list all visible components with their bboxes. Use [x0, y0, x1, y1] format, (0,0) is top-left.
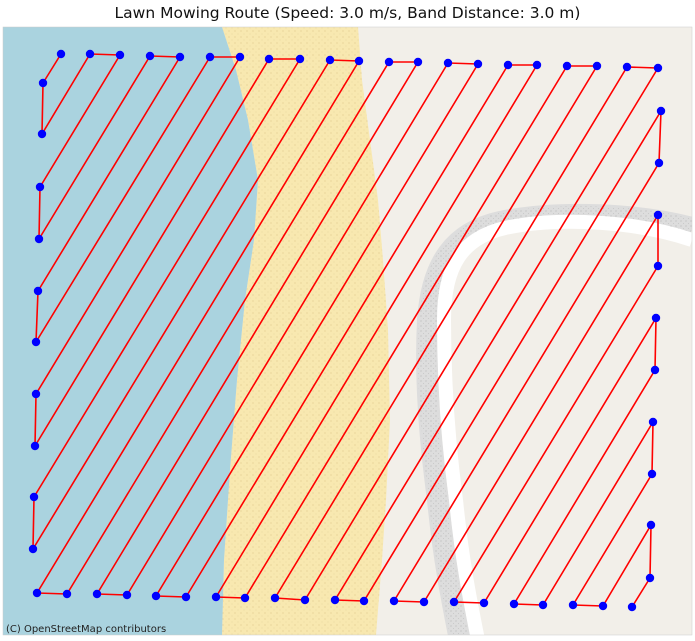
- waypoint-marker: [62, 589, 72, 599]
- waypoint-marker: [359, 596, 369, 606]
- water-area: [3, 27, 258, 635]
- waypoint-marker: [562, 61, 572, 71]
- chart-title: Lawn Mowing Route (Speed: 3.0 m/s, Band …: [114, 4, 581, 22]
- mowing-route: [32, 53, 662, 608]
- waypoint-marker: [300, 595, 310, 605]
- waypoint-marker: [592, 61, 602, 71]
- waypoint-marker: [473, 59, 483, 69]
- waypoint-marker: [648, 417, 658, 427]
- waypoint-marker: [653, 63, 663, 73]
- waypoint-marker: [31, 389, 41, 399]
- waypoint-marker: [38, 78, 48, 88]
- waypoint-marker: [651, 313, 661, 323]
- waypoint-marker: [235, 52, 245, 62]
- waypoint-marker: [647, 469, 657, 479]
- attribution-text: (C) OpenStreetMap contributors: [6, 624, 166, 635]
- waypoint-marker: [654, 158, 664, 168]
- route-line: [32, 53, 662, 608]
- waypoint-marker: [175, 52, 185, 62]
- waypoint-marker: [503, 60, 513, 70]
- waypoint-marker: [37, 129, 47, 139]
- waypoint-marker: [354, 56, 364, 66]
- waypoint-marker: [656, 106, 666, 116]
- waypoint-marker: [122, 590, 132, 600]
- waypoint-marker: [181, 592, 191, 602]
- waypoint-marker: [34, 234, 44, 244]
- waypoint-marker: [29, 492, 39, 502]
- waypoint-marker: [538, 600, 548, 610]
- waypoint-marker: [330, 595, 340, 605]
- waypoint-marker: [295, 54, 305, 64]
- waypoint-marker: [56, 49, 66, 59]
- waypoint-marker: [115, 50, 125, 60]
- waypoint-marker: [30, 441, 40, 451]
- waypoint-marker: [92, 589, 102, 599]
- waypoint-marker: [413, 57, 423, 67]
- waypoint-marker: [35, 182, 45, 192]
- waypoint-marker: [28, 544, 38, 554]
- waypoint-marker: [568, 600, 578, 610]
- waypoint-marker: [31, 337, 41, 347]
- waypoint-marker: [270, 593, 280, 603]
- waypoint-marker: [145, 51, 155, 61]
- waypoint-marker: [645, 573, 655, 583]
- waypoint-marker: [627, 602, 637, 612]
- waypoint-marker: [33, 286, 43, 296]
- waypoint-marker: [653, 210, 663, 220]
- waypoint-marker: [449, 597, 459, 607]
- waypoint-marker: [443, 58, 453, 68]
- waypoint-marker: [264, 54, 274, 64]
- waypoint-marker: [389, 596, 399, 606]
- waypoint-marker: [479, 598, 489, 608]
- waypoint-marker: [325, 55, 335, 65]
- waypoint-marker: [205, 52, 215, 62]
- waypoint-marker: [622, 62, 632, 72]
- waypoint-marker: [384, 57, 394, 67]
- waypoint-marker: [85, 49, 95, 59]
- waypoint-marker: [240, 593, 250, 603]
- waypoint-marker: [509, 599, 519, 609]
- waypoint-marker: [211, 592, 221, 602]
- basemap: [3, 27, 692, 635]
- waypoint-marker: [650, 365, 660, 375]
- waypoint-marker: [532, 60, 542, 70]
- waypoint-markers: [28, 49, 666, 612]
- waypoint-marker: [151, 591, 161, 601]
- waypoint-marker: [653, 261, 663, 271]
- waypoint-marker: [598, 601, 608, 611]
- waypoint-marker: [419, 597, 429, 607]
- waypoint-marker: [32, 588, 42, 598]
- map-frame: [2, 26, 693, 636]
- waypoint-marker: [646, 520, 656, 530]
